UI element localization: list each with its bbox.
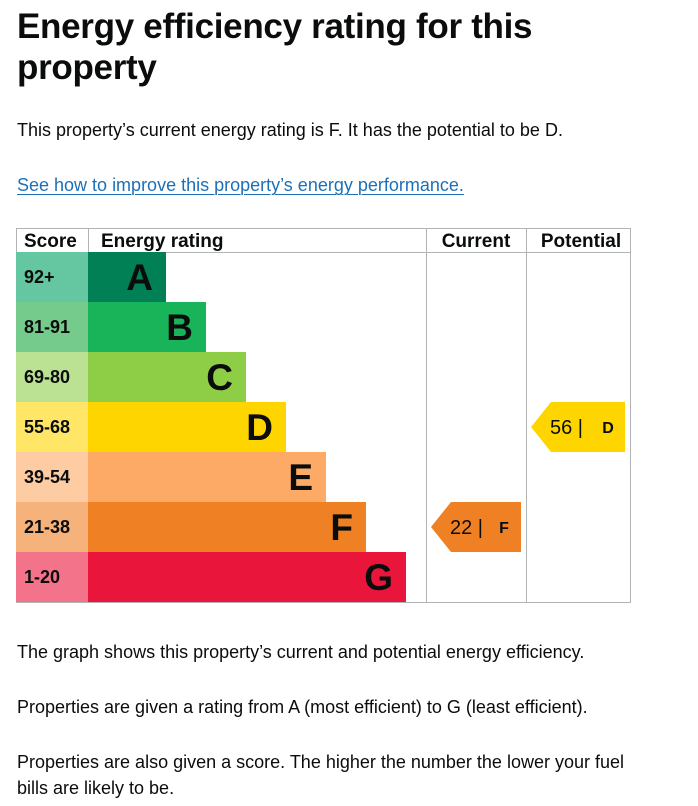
potential-rating-letter: D: [602, 420, 614, 437]
score-cell-e: [16, 452, 88, 502]
current-rating-score: 22 |: [450, 517, 483, 539]
header-potential: Potential: [541, 231, 621, 252]
header-energy-rating: Energy rating: [101, 231, 223, 252]
score-range-g: 1-20: [24, 567, 60, 587]
header-current: Current: [442, 231, 511, 252]
band-letter-f: F: [330, 507, 353, 548]
rating-explanation: Properties are given a rating from A (mo…: [17, 697, 588, 717]
page-title: Energy efficiency rating for this proper…: [17, 7, 533, 87]
score-explanation: Properties are also given a score. The h…: [17, 752, 624, 798]
score-cell-f: [16, 502, 88, 552]
band-letter-d: D: [246, 407, 273, 448]
current-rating-arrow: [431, 502, 521, 552]
current-rating-letter: F: [499, 520, 509, 537]
band-letter-g: G: [364, 557, 393, 598]
band-bar-f: [88, 502, 366, 552]
intro-text: This property’s current energy rating is…: [17, 120, 563, 140]
score-cell-g: [16, 552, 88, 602]
score-range-b: 81-91: [24, 317, 70, 337]
rating-bands: 92+ A 81-91 B 69-80 C 55-68 D 39-54 E 21-38 F 1-20 G: [16, 252, 406, 602]
score-range-d: 55-68: [24, 417, 70, 437]
potential-rating-score: 56 |: [550, 417, 583, 439]
band-bar-e: [88, 452, 326, 502]
score-range-c: 69-80: [24, 367, 70, 387]
band-letter-e: E: [288, 457, 313, 498]
band-bar-g: [88, 552, 406, 602]
score-range-e: 39-54: [24, 467, 70, 487]
band-bar-d: [88, 402, 286, 452]
score-cell-d: [16, 402, 88, 452]
band-letter-a: A: [126, 257, 153, 298]
band-bar-a: [88, 252, 166, 302]
band-bar-b: [88, 302, 206, 352]
score-range-f: 21-38: [24, 517, 70, 537]
band-bar-c: [88, 352, 246, 402]
improve-energy-link[interactable]: See how to improve this property’s energ…: [17, 175, 464, 195]
graph-explanation: The graph shows this property’s current …: [17, 642, 585, 662]
score-cell-c: [16, 352, 88, 402]
rating-indicators: 22 | F 56 | D: [431, 402, 625, 552]
score-range-a: 92+: [24, 267, 55, 287]
band-letter-c: C: [206, 357, 233, 398]
band-letter-b: B: [166, 307, 193, 348]
score-cell-a: [16, 252, 88, 302]
header-score: Score: [24, 231, 77, 252]
potential-rating-arrow: [531, 402, 625, 452]
score-cell-b: [16, 302, 88, 352]
